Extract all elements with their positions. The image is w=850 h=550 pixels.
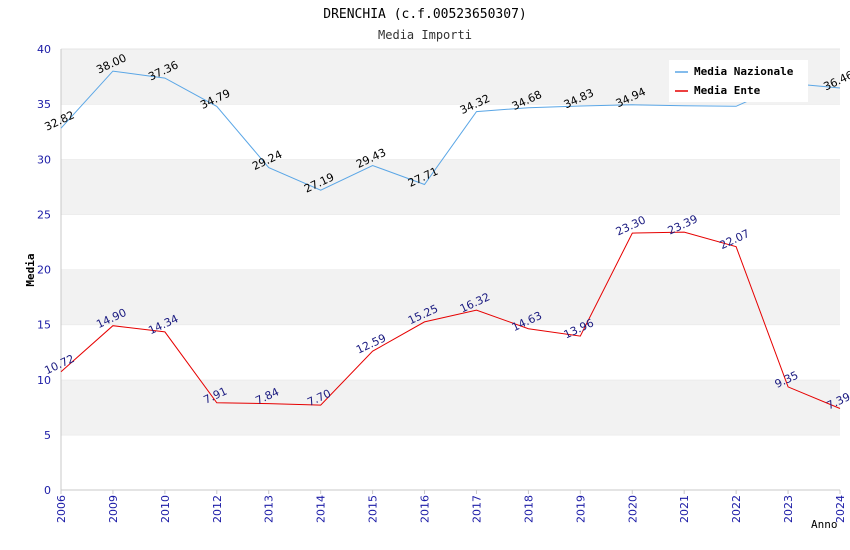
grid-band — [61, 214, 840, 270]
y-axis-label: Media — [24, 253, 37, 286]
series-line-media-ente — [60, 231, 841, 409]
x-tick-label: 2006 — [55, 495, 68, 523]
x-tick-label: 2023 — [782, 495, 795, 523]
y-tick-label: 10 — [37, 374, 51, 387]
x-tick-label: 2020 — [626, 495, 639, 523]
grid-band — [61, 324, 840, 380]
y-tick-label: 5 — [44, 429, 51, 442]
grid-band — [61, 269, 840, 325]
x-tick-label: 2009 — [107, 495, 120, 523]
x-tick-label: 2016 — [419, 495, 432, 523]
x-tick-label: 2013 — [263, 495, 276, 523]
x-tick-label: 2012 — [211, 495, 224, 523]
y-tick-label: 40 — [37, 43, 51, 56]
y-tick-label: 30 — [37, 153, 51, 166]
y-tick-label: 0 — [44, 484, 51, 497]
grid-band — [61, 104, 840, 160]
y-tick-label: 25 — [37, 208, 51, 221]
y-tick-label: 35 — [37, 98, 51, 111]
x-tick-label: 2019 — [574, 495, 587, 523]
x-tick-label: 2024 — [834, 495, 847, 523]
x-tick-label: 2010 — [159, 495, 172, 523]
legend-label-media-ente: Media Ente — [694, 84, 761, 97]
series-line-media-nazionale — [60, 70, 841, 191]
legend-box — [669, 60, 808, 102]
chart-title: DRENCHIA (c.f.00523650307) — [323, 7, 527, 22]
y-tick-label: 15 — [37, 319, 51, 332]
y-ticks: 0 5 10 15 20 25 30 35 40 — [37, 43, 51, 497]
x-tick-label: 2014 — [315, 495, 328, 523]
grid-bands — [61, 48, 840, 490]
grid-band — [61, 379, 840, 435]
axes — [60, 49, 840, 491]
grid-band — [61, 434, 840, 490]
x-tick-label: 2021 — [678, 495, 691, 523]
x-ticks: 2006 2009 2010 2012 2013 2014 2015 2016 2017 2018… — [55, 490, 847, 523]
series-group — [60, 70, 841, 409]
x-tick-label: 2018 — [522, 495, 535, 523]
x-tick-label: 2015 — [367, 495, 380, 523]
grid-band — [61, 159, 840, 215]
x-tick-label: 2022 — [730, 495, 743, 523]
chart-subtitle: Media Importi — [378, 28, 472, 42]
x-axis-label: Anno — [811, 518, 838, 531]
y-tick-label: 20 — [37, 264, 51, 277]
legend-label-media-nazionale: Media Nazionale — [694, 65, 794, 78]
x-tick-label: 2017 — [470, 495, 483, 523]
